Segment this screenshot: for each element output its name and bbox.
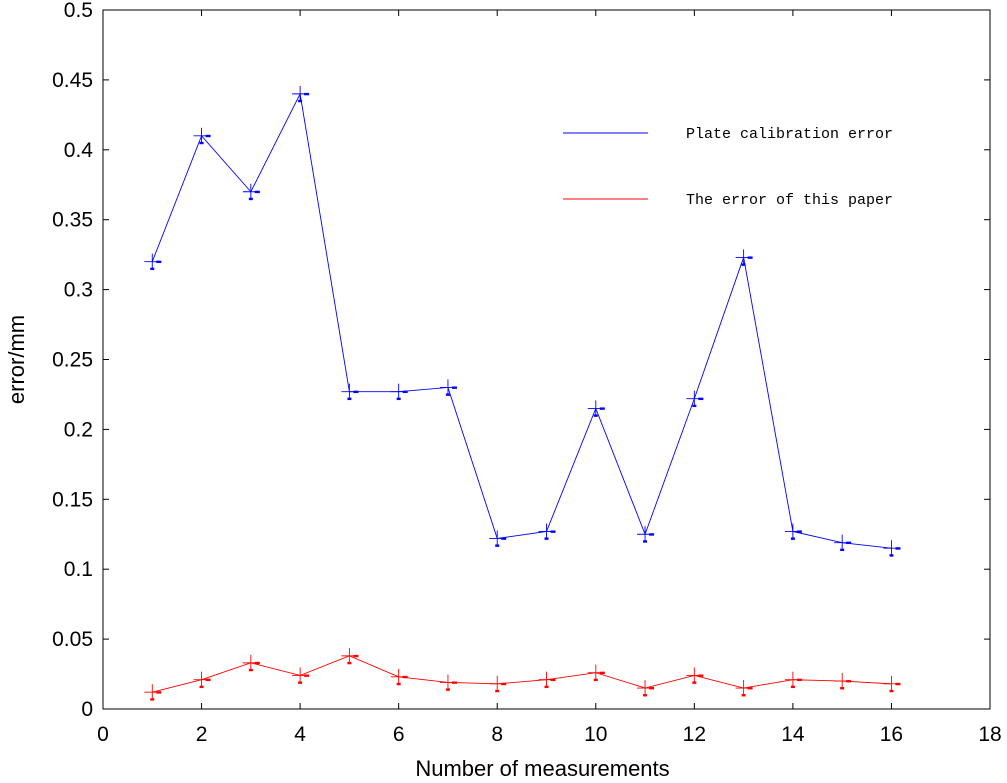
point-dash <box>495 544 500 547</box>
point-dash <box>396 397 401 401</box>
point-dash <box>796 530 802 533</box>
point-dash <box>199 685 204 689</box>
point-dash <box>889 689 894 693</box>
point-dash <box>156 691 162 694</box>
x-tick-label: 0 <box>97 723 109 746</box>
point-dash <box>692 404 697 408</box>
point-dash <box>599 671 605 675</box>
point-dash <box>747 256 753 259</box>
point-dash <box>741 694 746 697</box>
point-dash <box>150 698 155 701</box>
point-dash <box>593 414 598 417</box>
plot-frame <box>102 9 991 710</box>
point-dash <box>747 687 753 690</box>
point-dash <box>846 541 852 545</box>
y-tick-label: 0.15 <box>52 488 93 511</box>
x-tick-label: 18 <box>978 723 1001 746</box>
point-dash <box>347 661 352 665</box>
y-tick-label: 0.05 <box>52 628 93 651</box>
point-dash <box>298 99 303 103</box>
point-dash <box>741 263 746 266</box>
x-tick-label: 14 <box>781 723 805 746</box>
x-axis-label: Number of measurements <box>415 756 669 778</box>
point-dash <box>649 687 655 690</box>
x-tick-label: 16 <box>880 723 903 746</box>
legend-label-1: Plate calibration error <box>686 126 893 143</box>
point-dash <box>692 681 697 684</box>
point-dash <box>698 397 704 401</box>
point-dash <box>248 197 253 201</box>
point-dash <box>544 537 549 540</box>
point-dash <box>205 678 211 682</box>
point-dash <box>840 548 845 552</box>
y-tick-label: 0.45 <box>52 69 93 92</box>
y-tick-label: 0.25 <box>52 349 93 372</box>
point-dash <box>643 694 648 697</box>
point-dash <box>895 547 901 550</box>
point-dash <box>643 540 648 543</box>
point-dash <box>402 390 408 394</box>
x-tick-label: 8 <box>491 723 503 746</box>
y-axis-label: error/mm <box>4 315 29 404</box>
point-dash <box>790 537 795 540</box>
series-line-1 <box>151 92 892 549</box>
point-dash <box>501 537 507 540</box>
y-tick-label: 0.3 <box>64 279 93 302</box>
legend-label-2: The error of this paper <box>686 192 893 209</box>
point-dash <box>544 685 549 689</box>
point-dash <box>353 654 359 658</box>
point-dash <box>451 681 457 684</box>
point-dash <box>451 386 457 389</box>
point-dash <box>889 554 894 557</box>
point-dash <box>254 190 260 194</box>
x-tick-label: 10 <box>584 723 607 746</box>
point-dash <box>396 682 401 686</box>
point-dash <box>254 661 260 665</box>
point-dash <box>593 678 598 682</box>
point-dash <box>347 397 352 401</box>
point-dash <box>599 407 605 410</box>
point-dash <box>649 533 655 536</box>
point-dash <box>840 687 845 690</box>
point-dash <box>304 674 310 677</box>
point-dash <box>790 685 795 689</box>
point-dash <box>199 141 204 145</box>
point-dash <box>698 674 704 677</box>
x-tick-label: 12 <box>683 723 706 746</box>
x-tick-label: 4 <box>294 723 306 746</box>
point-dash <box>402 675 408 679</box>
point-dash <box>298 681 303 684</box>
point-dash <box>550 530 556 533</box>
point-dash <box>796 678 802 682</box>
point-dash <box>895 682 901 686</box>
point-dash <box>248 668 253 672</box>
x-tick-label: 2 <box>196 723 208 746</box>
y-tick-label: 0.5 <box>64 0 93 22</box>
point-dash <box>445 393 450 396</box>
point-dash <box>353 390 359 394</box>
point-dash <box>304 92 310 96</box>
series-line-2 <box>152 655 892 693</box>
point-dash <box>445 688 450 691</box>
point-dash <box>495 689 500 693</box>
y-tick-label: 0.2 <box>64 418 93 441</box>
point-dash <box>550 678 556 682</box>
x-tick-label: 6 <box>393 723 405 746</box>
y-tick-label: 0 <box>81 698 93 721</box>
y-tick-label: 0.35 <box>52 209 93 232</box>
point-dash <box>156 260 162 264</box>
point-dash <box>150 267 155 271</box>
point-dash <box>846 680 852 683</box>
y-tick-label: 0.4 <box>64 139 94 162</box>
y-tick-label: 0.1 <box>64 558 93 581</box>
point-dash <box>205 134 211 138</box>
point-dash <box>501 682 507 686</box>
